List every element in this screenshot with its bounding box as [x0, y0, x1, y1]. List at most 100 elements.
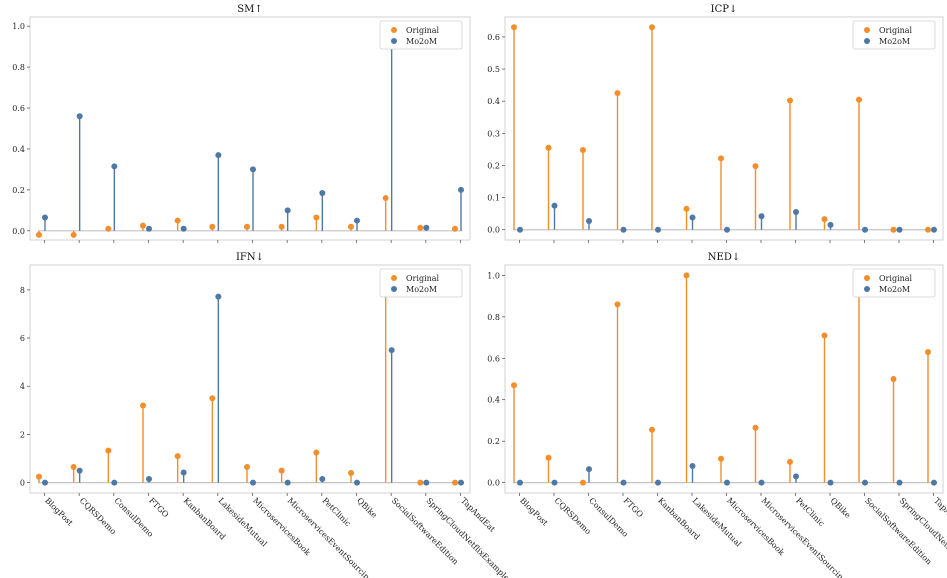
data-point-original — [417, 479, 424, 486]
data-point-original — [787, 97, 793, 104]
axes-frame — [504, 16, 944, 241]
data-point-mo2om — [689, 463, 696, 470]
x-tick-label: SocialSoftwareEdition — [863, 496, 933, 566]
legend-label: Mo2oM — [406, 285, 437, 294]
y-tick-label: 0.4 — [12, 145, 25, 154]
data-point-original — [36, 473, 42, 480]
legend-box — [379, 20, 463, 50]
chart-panel-1: SM↑ 0.0 0.2 0.4 0.6 0.8 1.0 Original Mo2oM — [12, 4, 471, 243]
y-tick-label: 0.5 — [487, 65, 500, 74]
data-point-original — [821, 216, 828, 223]
data-point-mo2om — [42, 479, 48, 486]
legend-marker-original — [864, 27, 870, 33]
data-point-original — [580, 479, 586, 486]
y-tick-label: 0.3 — [487, 129, 500, 138]
data-point-original — [718, 455, 724, 462]
data-point-original — [70, 231, 77, 238]
y-tick-label: 0.0 — [12, 227, 25, 236]
data-point-original — [348, 469, 354, 476]
legend-marker-mo2om — [391, 38, 397, 44]
legend-label: Mo2oM — [879, 285, 910, 294]
y-tick-label: 0.8 — [12, 63, 25, 72]
data-point-original — [209, 395, 216, 402]
y-tick-label: 4 — [20, 382, 25, 391]
axes-frame — [504, 264, 944, 494]
data-point-original — [821, 332, 828, 339]
data-point-original — [511, 382, 517, 389]
y-tick-label: 0.1 — [487, 194, 500, 203]
legend-box — [852, 268, 936, 298]
y-tick-label: 0.6 — [487, 33, 500, 42]
data-point-mo2om — [180, 469, 187, 476]
y-tick-label: 0.4 — [487, 97, 500, 106]
data-point-original — [752, 163, 759, 170]
data-point-original — [545, 144, 552, 151]
data-point-mo2om — [931, 226, 937, 233]
x-tick-label: QBike — [355, 496, 379, 520]
data-point-original — [752, 424, 759, 431]
y-tick-label: 0.2 — [12, 186, 25, 195]
legend: Original Mo2oM — [379, 268, 463, 298]
data-point-original — [925, 226, 931, 233]
data-point-mo2om — [250, 479, 256, 486]
data-point-mo2om — [655, 479, 661, 486]
y-tick-label: 0.6 — [12, 104, 25, 113]
y-tick-label: 0.6 — [487, 354, 500, 363]
y-tick-label: 8 — [20, 286, 25, 295]
data-point-mo2om — [517, 226, 523, 233]
data-point-original — [140, 402, 146, 409]
data-point-original — [244, 223, 250, 230]
chart-title: NED↓ — [708, 252, 740, 263]
data-point-mo2om — [354, 217, 360, 224]
data-point-mo2om — [827, 221, 834, 228]
data-point-mo2om — [146, 225, 152, 232]
y-tick-label: 6 — [20, 334, 25, 343]
data-point-mo2om — [517, 479, 523, 486]
data-point-mo2om — [586, 466, 592, 473]
y-tick-label: 0.0 — [487, 479, 500, 488]
data-point-mo2om — [354, 479, 360, 486]
data-point-original — [545, 454, 552, 461]
y-tick-label: 0.0 — [487, 226, 500, 235]
x-tick-label: PetClinic — [320, 496, 352, 528]
y-tick-label: 1.0 — [487, 271, 500, 280]
data-point-original — [614, 301, 621, 308]
legend-label: Original — [406, 26, 440, 35]
data-point-mo2om — [793, 209, 799, 216]
data-point-mo2om — [458, 479, 464, 486]
data-point-mo2om — [76, 113, 83, 120]
x-tick-label: BlogPost — [43, 496, 75, 528]
data-point-mo2om — [146, 476, 152, 483]
data-point-mo2om — [551, 202, 558, 209]
x-tick-label: TapAndEat — [459, 496, 497, 534]
legend-label: Original — [406, 274, 440, 283]
data-point-mo2om — [896, 479, 903, 486]
data-point-original — [787, 458, 793, 465]
legend-marker-mo2om — [391, 286, 397, 292]
data-point-mo2om — [862, 226, 868, 233]
data-point-original — [209, 223, 216, 230]
data-point-mo2om — [551, 479, 558, 486]
data-point-mo2om — [620, 226, 627, 233]
legend: Original Mo2oM — [379, 20, 463, 50]
legend-box — [379, 268, 463, 298]
data-point-original — [105, 447, 112, 454]
data-point-mo2om — [620, 479, 627, 486]
data-point-original — [649, 426, 655, 433]
data-point-mo2om — [250, 166, 256, 173]
data-point-mo2om — [758, 479, 765, 486]
data-point-original — [856, 96, 862, 103]
data-point-original — [683, 205, 690, 212]
y-tick-label: 2 — [20, 430, 25, 439]
data-point-original — [718, 155, 724, 162]
data-point-mo2om — [423, 479, 430, 486]
data-point-mo2om — [111, 163, 118, 170]
legend-label: Original — [879, 274, 913, 283]
data-point-original — [511, 24, 517, 31]
data-point-original — [683, 272, 690, 279]
y-tick-label: 0.2 — [487, 161, 500, 170]
x-tick-label: FTGO — [622, 496, 646, 520]
legend-marker-original — [864, 275, 870, 281]
